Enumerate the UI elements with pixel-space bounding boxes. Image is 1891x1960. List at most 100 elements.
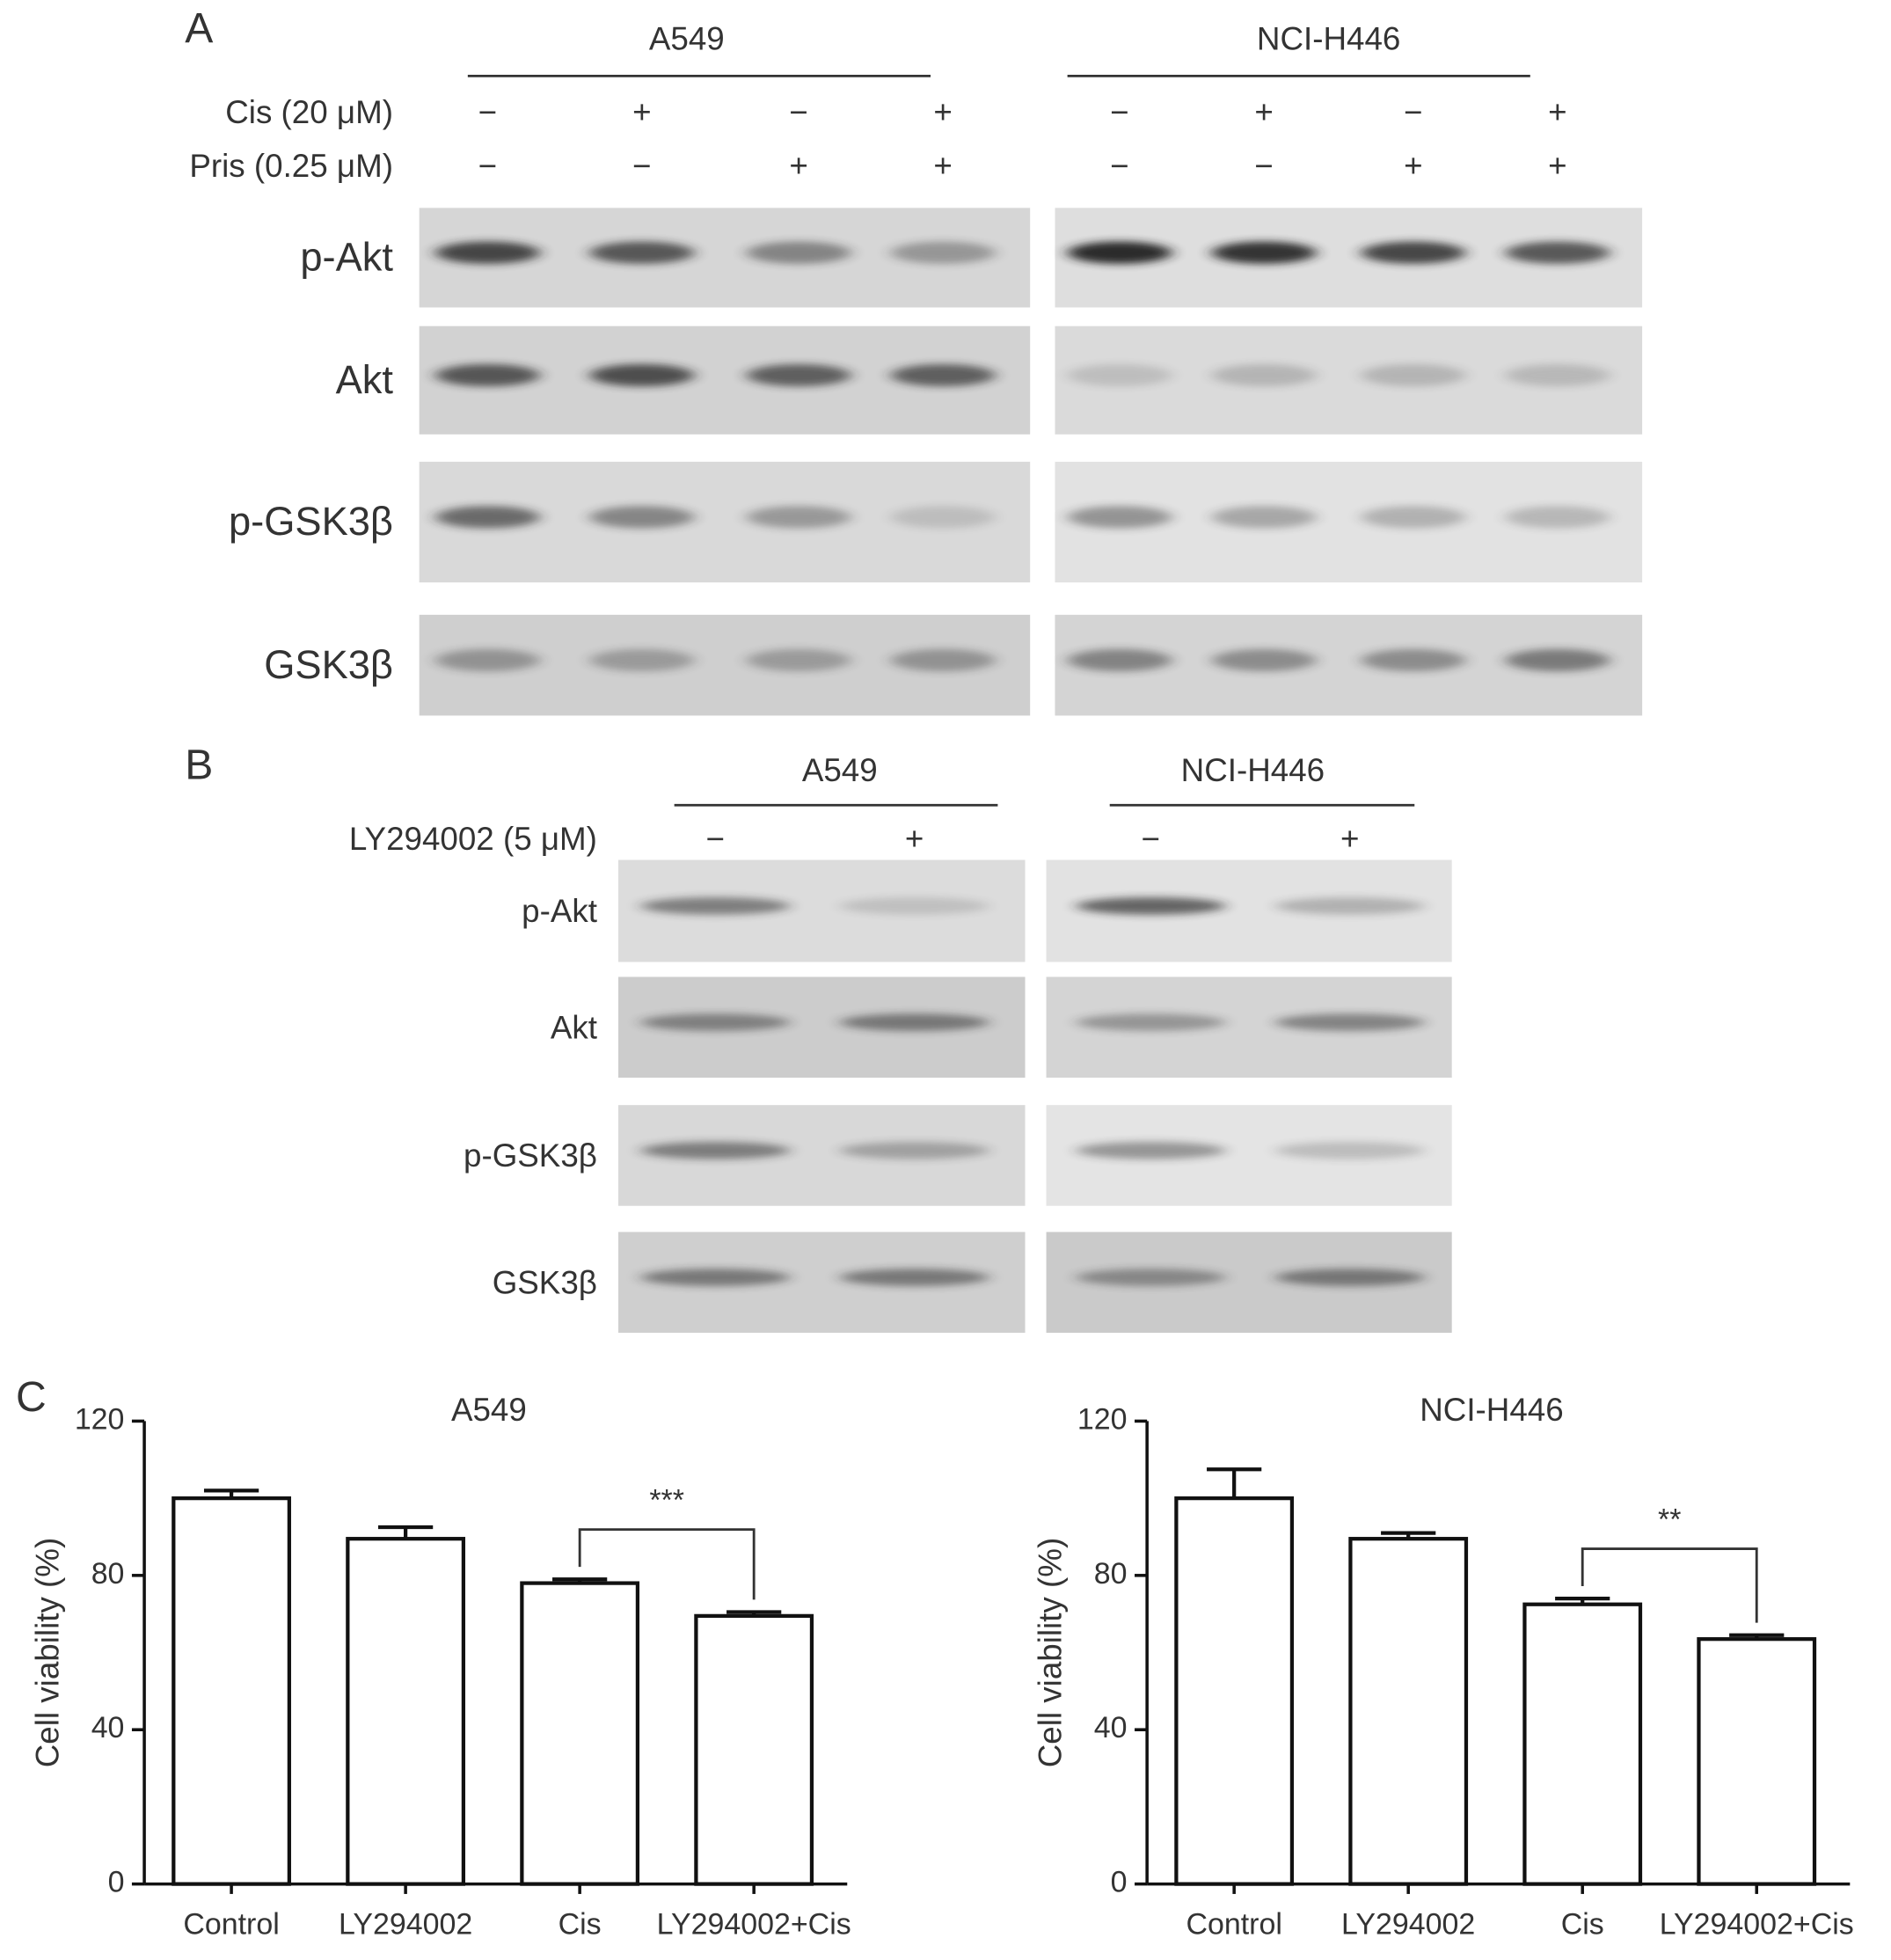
blot-band (1076, 896, 1226, 915)
blot-band (746, 506, 851, 529)
blot-band (1076, 1141, 1226, 1159)
protein-label: p-Akt (522, 893, 597, 929)
chart-title: NCI-H446 (1420, 1392, 1563, 1428)
x-tick-label: LY294002+Cis (657, 1908, 851, 1942)
blot-band (435, 506, 540, 529)
blot-band (589, 363, 695, 387)
blot-band (1505, 363, 1610, 387)
y-tick-label: 80 (91, 1557, 125, 1591)
treatment-sign: + (789, 148, 807, 184)
x-tick-label: Cis (1561, 1908, 1604, 1942)
treatment-label: Pris (0.25 μM) (189, 148, 393, 184)
protein-label: p-GSK3β (464, 1137, 597, 1174)
bar (1522, 1602, 1643, 1886)
significance-label: ** (1658, 1503, 1681, 1536)
blot-band (839, 1013, 989, 1031)
x-tick-label: Control (1186, 1908, 1281, 1942)
x-tick-label: LY294002 (1341, 1908, 1475, 1942)
treatment-sign: + (1340, 821, 1359, 857)
protein-label: p-Akt (300, 235, 393, 280)
blot-band (1274, 1269, 1425, 1286)
bar (1348, 1537, 1469, 1886)
blot-band (640, 1013, 791, 1031)
blot-band (1361, 241, 1466, 264)
treatment-sign: + (632, 94, 651, 130)
bar (520, 1581, 640, 1886)
treatment-sign: + (933, 94, 952, 130)
blot-band (890, 506, 996, 529)
treatment-sign: + (1404, 148, 1422, 184)
blot-band (1505, 506, 1610, 529)
treatment-label: Cis (20 μM) (225, 94, 393, 130)
y-tick-label: 80 (1094, 1557, 1128, 1591)
blot-band (640, 896, 791, 915)
treatment-sign: − (789, 94, 807, 130)
y-tick-label: 40 (1094, 1711, 1128, 1744)
cell-line-label: A549 (649, 20, 725, 56)
y-tick-label: 40 (91, 1711, 125, 1744)
protein-label: GSK3β (264, 642, 393, 687)
blot-band (589, 241, 695, 264)
bar (1174, 1496, 1295, 1886)
treatment-sign: − (1110, 148, 1128, 184)
panel-label: A (185, 4, 213, 52)
x-tick-label: LY294002 (339, 1908, 472, 1942)
y-axis-label: Cell viability (%) (1032, 1538, 1068, 1767)
x-tick-label: Cis (559, 1908, 602, 1942)
blot-band (1076, 1269, 1226, 1286)
blot-band (640, 1269, 791, 1286)
blot-band (1211, 241, 1317, 264)
treatment-sign: − (1404, 94, 1422, 130)
treatment-sign: − (706, 821, 725, 857)
blot-band (435, 363, 540, 387)
blot-band (1067, 241, 1172, 264)
blot-band (890, 648, 996, 672)
panel-label: C (16, 1373, 47, 1421)
y-tick-label: 0 (108, 1866, 125, 1899)
protein-label: Akt (551, 1009, 597, 1045)
treatment-sign: − (1142, 821, 1160, 857)
blot-band (640, 1141, 791, 1159)
blot-band (890, 363, 996, 387)
protein-label: p-GSK3β (229, 499, 393, 544)
significance-bracket (578, 1528, 756, 1600)
cell-line-label: NCI-H446 (1257, 20, 1400, 56)
blot-band (435, 648, 540, 672)
blot-band (1274, 1013, 1425, 1031)
protein-label: Akt (336, 357, 394, 402)
blot-band (1076, 1013, 1226, 1031)
blot-band (839, 896, 989, 915)
blot-band (589, 648, 695, 672)
blot-band (1211, 648, 1317, 672)
blot-band (1274, 1141, 1425, 1159)
bar (172, 1496, 291, 1886)
blot-band (1067, 506, 1172, 529)
cell-line-label: NCI-H446 (1181, 752, 1325, 788)
x-tick-label: LY294002+Cis (1660, 1908, 1854, 1942)
chart-title: A549 (451, 1392, 527, 1428)
significance-label: *** (649, 1483, 684, 1517)
blot-band (1067, 648, 1172, 672)
bar (694, 1613, 814, 1886)
blot-band (890, 241, 996, 264)
blot-band (1067, 363, 1172, 387)
y-axis-label: Cell viability (%) (29, 1538, 65, 1768)
treatment-sign: − (478, 148, 497, 184)
blot-band (1211, 506, 1317, 529)
blot-band (746, 363, 851, 387)
blot-band (839, 1141, 989, 1159)
bar (1697, 1637, 1817, 1886)
treatment-sign: + (1548, 94, 1566, 130)
blot-band (746, 648, 851, 672)
blot-band (1211, 363, 1317, 387)
y-tick-label: 120 (75, 1402, 125, 1436)
bar (346, 1537, 466, 1886)
blot-band (1361, 363, 1466, 387)
x-tick-label: Control (183, 1908, 279, 1942)
blot-band (1505, 648, 1610, 672)
blot-band (589, 506, 695, 529)
panel-label: B (185, 742, 213, 789)
y-tick-label: 120 (1077, 1402, 1128, 1436)
treatment-sign: − (632, 148, 651, 184)
